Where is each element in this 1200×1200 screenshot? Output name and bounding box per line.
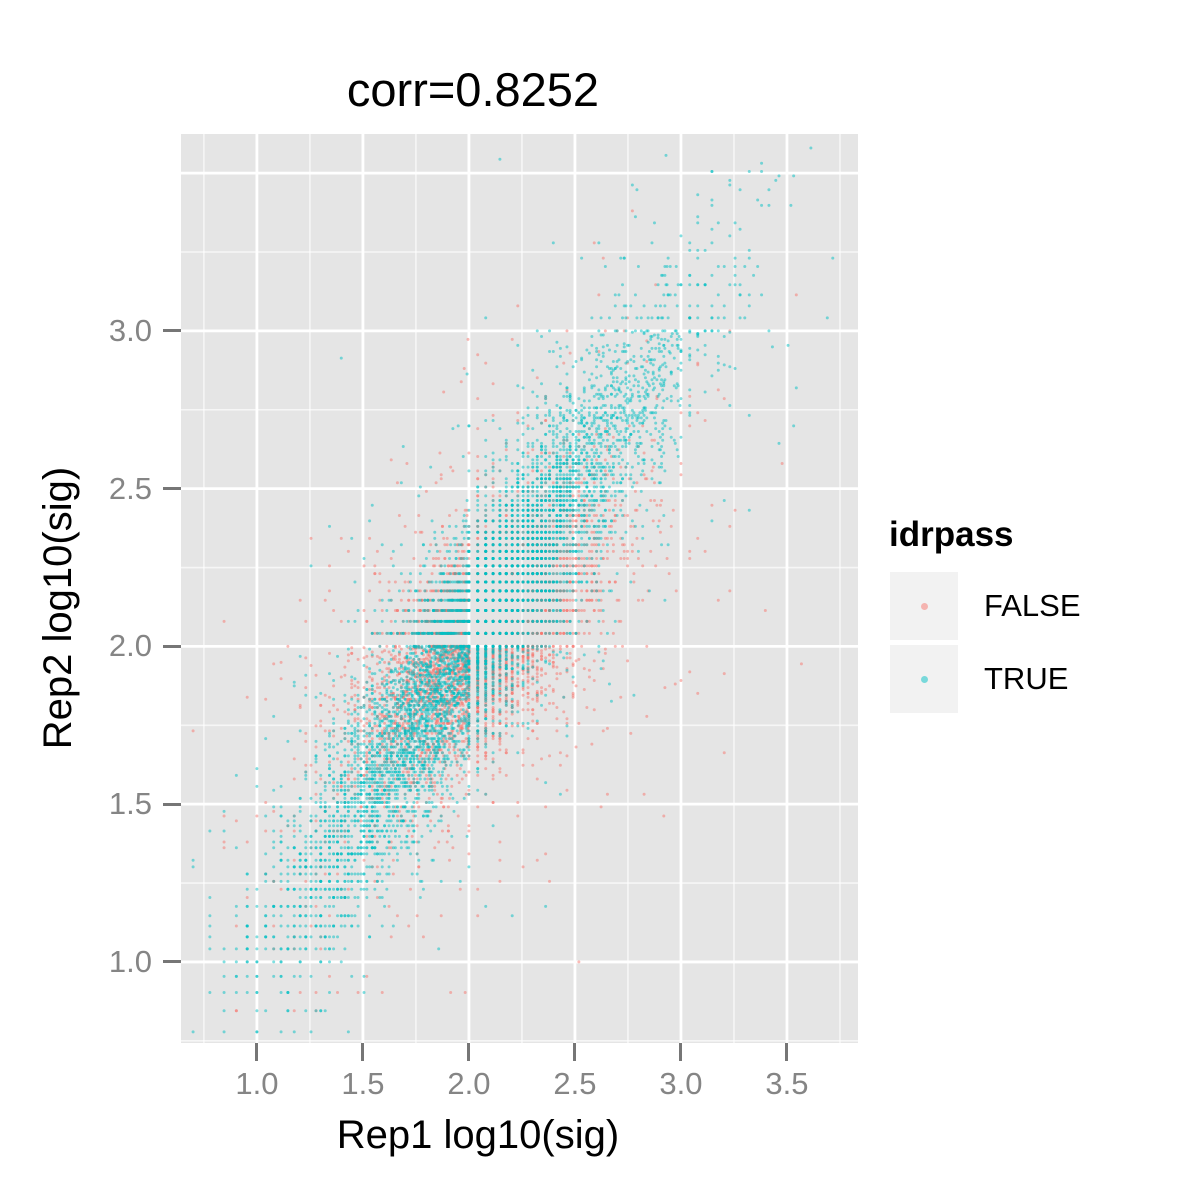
x-tick-mark bbox=[467, 1043, 471, 1061]
x-tick-mark bbox=[255, 1043, 259, 1061]
x-tick-label: 3.0 bbox=[659, 1066, 703, 1101]
y-tick-mark bbox=[163, 960, 181, 964]
x-tick-label: 2.0 bbox=[447, 1066, 491, 1101]
x-tick-label: 1.5 bbox=[341, 1066, 385, 1101]
x-tick-mark bbox=[785, 1043, 789, 1061]
legend-title: idrpass bbox=[889, 515, 1014, 554]
y-tick-mark bbox=[163, 487, 181, 491]
legend-label-false: FALSE bbox=[984, 588, 1081, 623]
y-tick-mark bbox=[163, 644, 181, 648]
scatter-canvas bbox=[181, 134, 858, 1043]
x-tick-mark bbox=[361, 1043, 365, 1061]
legend-point-true-icon bbox=[921, 676, 928, 683]
y-tick-label: 1.0 bbox=[108, 943, 152, 979]
legend-key-true bbox=[890, 645, 958, 713]
y-tick-label: 1.5 bbox=[108, 786, 152, 822]
legend-point-false-icon bbox=[921, 603, 928, 610]
legend-key-false bbox=[890, 572, 958, 640]
y-tick-label: 2.0 bbox=[108, 628, 152, 664]
y-axis-title: Rep2 log10(sig) bbox=[36, 466, 80, 750]
y-tick-mark bbox=[163, 329, 181, 333]
x-tick-mark bbox=[679, 1043, 683, 1061]
y-tick-label: 3.0 bbox=[108, 312, 152, 348]
y-tick-mark bbox=[163, 802, 181, 806]
x-axis-title: Rep1 log10(sig) bbox=[336, 1113, 620, 1157]
plot-title: corr=0.8252 bbox=[346, 63, 600, 116]
legend-label-true: TRUE bbox=[984, 661, 1069, 696]
y-tick-label: 2.5 bbox=[108, 470, 152, 506]
x-tick-mark bbox=[573, 1043, 577, 1061]
x-tick-label: 2.5 bbox=[553, 1066, 597, 1101]
x-tick-label: 1.0 bbox=[235, 1066, 279, 1101]
plot-panel bbox=[181, 134, 858, 1043]
x-tick-label: 3.5 bbox=[765, 1066, 809, 1101]
